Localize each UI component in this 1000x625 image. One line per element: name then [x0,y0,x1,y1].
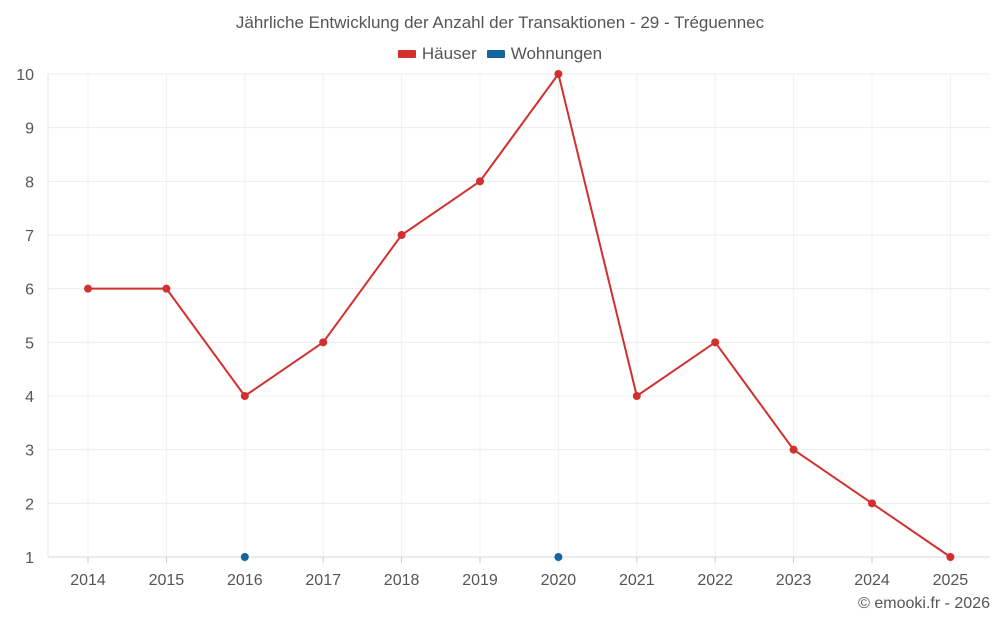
y-tick-label: 2 [25,496,34,513]
data-point[interactable] [240,553,249,561]
chart-title: Jährliche Entwicklung der Anzahl der Tra… [235,13,765,32]
y-tick-label: 3 [25,443,34,460]
data-point[interactable] [554,70,563,78]
series-layer [84,70,955,561]
data-point[interactable] [946,553,955,561]
x-tick-label: 2019 [462,572,498,589]
y-tick-label: 7 [25,228,34,245]
data-point[interactable] [240,392,249,400]
data-point[interactable] [84,284,92,293]
x-tick-label: 2018 [384,572,420,589]
x-tick-label: 2017 [305,572,341,589]
y-tick-label: 8 [25,174,34,191]
data-point[interactable] [711,338,720,347]
x-tick-label: 2020 [541,572,577,589]
data-point[interactable] [789,445,798,454]
data-point[interactable] [632,392,641,400]
legend-swatch-haeuser [397,50,416,58]
legend-label-haeuser: Häuser [421,44,477,63]
axes: 1 2 3 4 5 6 7 8 9 10 2014 2015 2016 2017 2018 2019 2020 2… [16,67,968,589]
x-tick-label: 2014 [70,572,106,589]
x-tick-label: 2016 [227,572,263,589]
series-line-0 [88,71,951,558]
legend-label-wohnungen: Wohnungen [510,44,603,63]
x-tick-label: 2025 [933,572,969,589]
y-tick-label: 1 [25,550,34,567]
legend-item-wohnungen[interactable]: Wohnungen [486,44,603,64]
y-tick-label: 5 [25,335,34,352]
data-point[interactable] [476,177,484,186]
x-tick-label: 2021 [619,572,655,589]
x-tick-label: 2024 [854,572,890,589]
legend-swatch-wohnungen [486,50,505,58]
y-tick-label: 10 [16,67,34,84]
data-point[interactable] [868,499,876,508]
legend: Häuser Wohnungen [0,44,1000,64]
y-tick-label: 6 [25,282,34,299]
y-tick-label: 4 [25,389,34,406]
x-tick-label: 2022 [697,572,733,589]
x-tick-label: 2015 [149,572,185,589]
data-point[interactable] [162,284,171,293]
grid [47,73,990,558]
credit-text: © emooki.fr - 2026 [858,595,990,612]
data-point[interactable] [397,231,406,239]
data-point[interactable] [554,553,563,561]
y-tick-label: 9 [25,121,34,138]
data-point[interactable] [319,338,328,347]
legend-item-haeuser[interactable]: Häuser [397,44,477,64]
x-tick-label: 2023 [776,572,812,589]
